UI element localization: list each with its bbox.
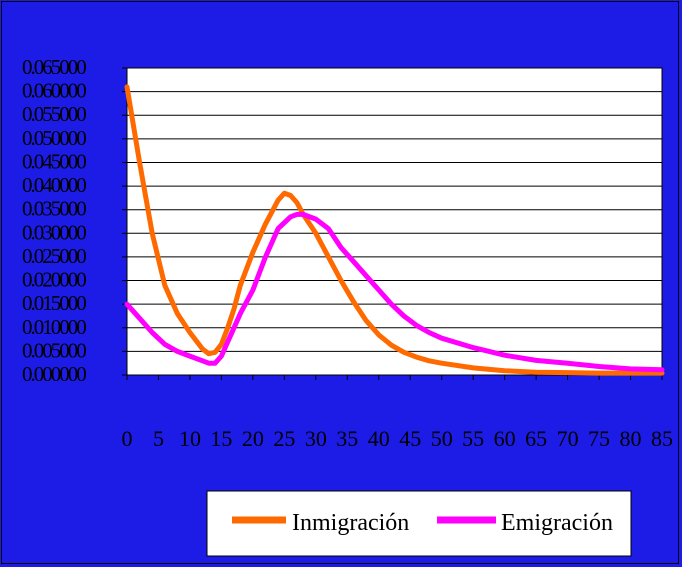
x-tick-label-10: 50 [431,426,453,451]
series-line-emigracion [124,211,665,373]
y-tick-label-11: 0.055000 [22,102,86,126]
x-tick-label-3: 15 [210,426,232,451]
y-tick-label-6: 0.030000 [22,220,86,244]
legend-label-emigracion: Emigración [501,510,613,536]
x-tick-label-12: 60 [494,426,516,451]
x-tick-label-11: 55 [462,426,484,451]
x-tick-label-2: 10 [179,426,201,451]
x-tick-label-0: 0 [122,426,133,451]
y-tick-label-2: 0.010000 [22,315,86,339]
y-tick-label-4: 0.020000 [22,268,86,292]
y-tick-label-7: 0.035000 [22,197,86,221]
plot-area [126,67,663,376]
y-tick-label-5: 0.025000 [22,244,86,268]
legend: Inmigración Emigración [206,490,632,557]
y-tick-label-12: 0.060000 [22,79,86,103]
x-tick-label-9: 45 [399,426,421,451]
y-tick-label-3: 0.015000 [22,291,86,315]
x-tick-label-13: 65 [525,426,547,451]
y-tick-label-8: 0.040000 [22,173,86,197]
y-tick-label-0: 0.000000 [22,362,86,386]
y-tick-label-9: 0.045000 [22,149,86,173]
y-tick-label-13: 0.065000 [22,55,86,79]
x-tick-label-7: 35 [336,426,358,451]
x-tick-label-1: 5 [153,426,164,451]
x-tick-label-16: 80 [620,426,642,451]
x-tick-label-5: 25 [273,426,295,451]
x-tick-label-6: 30 [305,426,327,451]
x-tick-label-15: 75 [588,426,610,451]
x-tick-label-17: 85 [651,426,673,451]
x-tick-label-4: 20 [242,426,264,451]
y-tick-label-10: 0.050000 [22,126,86,150]
legend-label-inmigracion: Inmigración [292,510,409,536]
x-tick-label-14: 70 [557,426,579,451]
series-line-inmigracion [124,84,665,376]
y-tick-label-1: 0.005000 [22,338,86,362]
x-tick-label-8: 40 [368,426,390,451]
